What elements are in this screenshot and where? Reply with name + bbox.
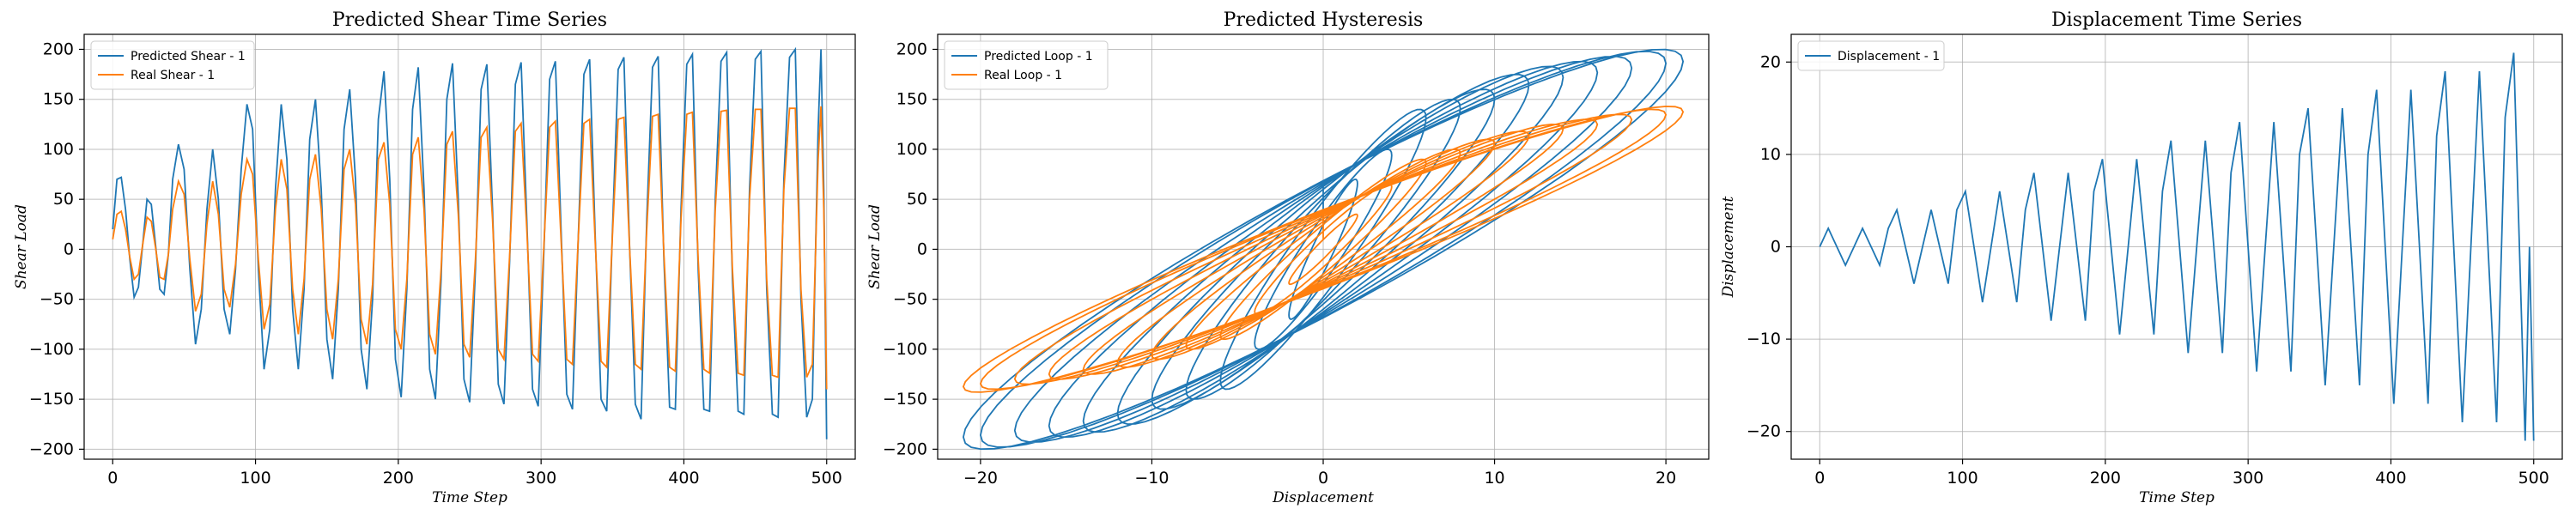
chart-title: Predicted Shear Time Series [332,9,607,31]
chart-title: Predicted Hysteresis [1224,9,1424,31]
x-axis-label: Displacement [1272,489,1374,506]
y-tick-label: 0 [917,239,927,258]
plot-frame [83,33,856,460]
x-tick-label: 200 [2090,469,2121,488]
x-tick-label: −20 [963,469,998,488]
y-tick-label: −100 [883,340,927,359]
chart-2: −20 −10 0 10 20−200−150−100−50050100150200Pr… [866,9,1710,506]
x-tick-label: 300 [2233,469,2263,488]
legend-box [944,40,1109,90]
y-tick-label: −100 [29,340,74,359]
y-tick-label: 20 [1760,52,1781,71]
x-tick-label: −10 [1134,469,1169,488]
x-tick-label: 100 [1947,469,1978,488]
legend-box [90,40,255,90]
x-axis-label: Time Step [432,489,507,506]
x-tick-label: 10 [1484,469,1504,488]
series-line-2 [112,106,828,390]
y-axis-label: Displacement [1720,196,1737,298]
x-tick-label: 500 [811,469,842,488]
legend-label-1: Predicted Loop - 1 [984,50,1093,64]
series-line-1 [1819,52,2535,441]
x-tick-label: 400 [2375,469,2406,488]
x-tick-label: 200 [383,469,414,488]
chart-1: 0 100 200 300 400 500 −200 −150 −100 −50 0 50 100 150… [13,9,856,506]
y-tick-label: 200 [43,39,74,58]
y-tick-label: 50 [907,190,927,209]
y-tick-label: −10 [1747,330,1781,348]
y-axis-label: Shear Load [13,204,30,289]
y-tick-label: 0 [1771,238,1781,257]
y-tick-label: 50 [53,190,74,209]
x-axis-label: Time Step [2139,489,2215,506]
y-tick-label: 10 [1760,145,1781,164]
x-tick-label: 0 [107,469,118,488]
y-tick-label: −50 [39,290,74,309]
y-tick-label: −20 [1747,422,1781,441]
y-tick-label: −200 [883,439,927,458]
x-tick-label: 20 [1656,469,1676,488]
x-tick-label: 300 [526,469,556,488]
legend-label-1: Predicted Shear - 1 [131,50,246,64]
y-tick-label: 100 [43,140,74,159]
legend-box [1797,40,1945,71]
y-tick-label: 150 [896,90,927,109]
y-tick-label: 150 [43,90,74,109]
legend-label-2: Real Shear - 1 [131,69,215,82]
y-tick-label: 0 [64,239,74,258]
series-line-1 [962,48,1685,451]
y-tick-label: −150 [883,390,927,409]
y-tick-label: −50 [893,290,927,309]
series-line-1 [112,46,828,439]
y-tick-label: 200 [896,39,927,58]
x-tick-label: 100 [240,469,270,488]
y-tick-label: −150 [29,390,74,409]
x-tick-label: 400 [668,469,699,488]
series-line-2 [962,106,1685,393]
chart-title: Displacement Time Series [2051,9,2302,31]
y-axis-label: Shear Load [866,204,884,289]
legend-label-2: Real Loop - 1 [984,69,1062,82]
x-tick-label: 0 [1318,469,1328,488]
legend-label-1: Displacement - 1 [1838,50,1940,64]
x-tick-label: 500 [2518,469,2549,488]
y-tick-label: −200 [29,439,74,458]
y-tick-label: 100 [896,140,927,159]
x-tick-label: 0 [1814,469,1825,488]
chart-3: 0 100 200 300 400 500 −20 −10 0 10 20 Displacement … [1720,9,2563,506]
